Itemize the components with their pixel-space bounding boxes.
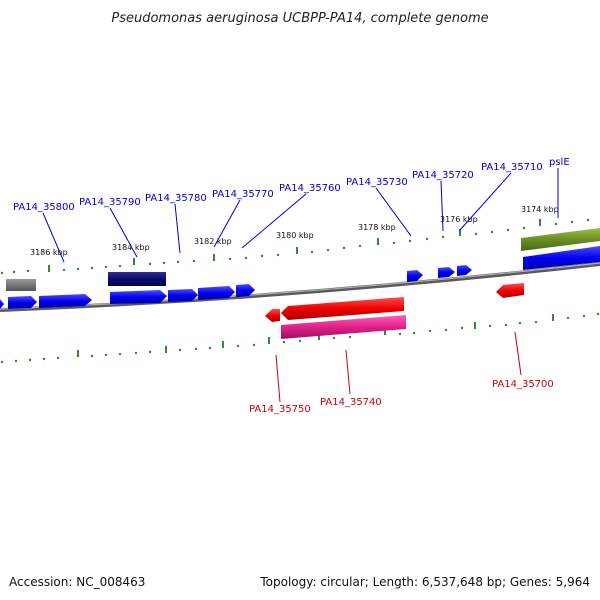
- scale-tick: [48, 265, 50, 272]
- scale-tick: [213, 254, 215, 261]
- reverse-genes: [265, 283, 524, 322]
- scale-tick: [165, 346, 167, 353]
- gene-label-PA14_35730[interactable]: PA14_35730: [346, 177, 408, 188]
- gene-arrow: [110, 290, 167, 304]
- genome-summary-text: Topology: circular; Length: 6,537,648 bp…: [259, 575, 590, 589]
- scale-label-3180: 3180 kbp: [276, 231, 314, 240]
- gene-label-PA14_35780[interactable]: PA14_35780: [145, 193, 207, 204]
- scale-label-3186: 3186 kbp: [30, 248, 68, 257]
- scale-tick: [268, 337, 270, 344]
- gene-label-PA14_35760[interactable]: PA14_35760: [279, 183, 341, 194]
- scale-label-3182: 3182 kbp: [194, 237, 232, 246]
- gene-label-PA14_35710[interactable]: PA14_35710: [481, 162, 543, 173]
- gene-label-PA14_35720[interactable]: PA14_35720: [412, 170, 474, 181]
- gene-arrow: [8, 296, 37, 309]
- gene-label-pslE[interactable]: pslE: [549, 157, 570, 168]
- scale-tick: [77, 350, 79, 357]
- gene-arrow: [168, 289, 198, 302]
- scale-tick: [474, 322, 476, 329]
- forward-genes: [0, 246, 600, 309]
- gene-label-PA14_35700[interactable]: PA14_35700: [492, 379, 554, 390]
- gene-label-PA14_35750[interactable]: PA14_35750: [249, 404, 311, 415]
- gene-arrow: [236, 284, 255, 297]
- gene-label-PA14_35740[interactable]: PA14_35740: [320, 397, 382, 408]
- cds-bar-pink: [281, 315, 406, 339]
- gene-label-PA14_35790[interactable]: PA14_35790: [79, 197, 141, 208]
- scale-tick: [222, 341, 224, 348]
- gene-arrow: [39, 294, 92, 308]
- scale-label-3184: 3184 kbp: [112, 243, 150, 252]
- gene-label-PA14_35800[interactable]: PA14_35800: [13, 202, 75, 213]
- scale-label-3174: 3174 kbp: [521, 205, 559, 214]
- gene-arrow: [198, 286, 235, 300]
- scale-tick: [133, 258, 135, 265]
- forward-label-leaders: [42, 168, 559, 263]
- forward-scale-ruler: [0, 218, 590, 275]
- gene-label-PA14_35770[interactable]: PA14_35770: [212, 189, 274, 200]
- accession-text: Accession: NC_008463: [9, 575, 145, 589]
- cds-bar-dark: [108, 272, 166, 286]
- genome-backbone: [0, 262, 600, 312]
- gene-arrow: [281, 297, 404, 320]
- gene-arrow: [523, 246, 600, 270]
- feature-bar-grey: [6, 279, 36, 291]
- scale-tick: [318, 333, 320, 340]
- gene-arrow: [496, 283, 524, 298]
- scale-tick: [539, 219, 541, 226]
- gene-arrow: [407, 270, 423, 282]
- gene-arrow: [438, 267, 455, 278]
- gene-arrow: [265, 309, 280, 322]
- reverse-scale-ruler: [0, 312, 600, 364]
- scale-tick: [296, 247, 298, 254]
- gene-arrow: [0, 299, 4, 309]
- map-title: Pseudomonas aeruginosa UCBPP-PA14, compl…: [111, 11, 488, 26]
- gene-arrow: [457, 265, 472, 276]
- scale-label-3178: 3178 kbp: [358, 223, 396, 232]
- reverse-label-leaders: [275, 331, 522, 403]
- scale-tick: [459, 229, 461, 236]
- scale-label-3176: 3176 kbp: [440, 215, 478, 224]
- scale-tick: [384, 328, 386, 335]
- scale-tick: [552, 314, 554, 321]
- pseudo-gene-bar: [521, 228, 600, 251]
- scale-tick: [377, 238, 379, 245]
